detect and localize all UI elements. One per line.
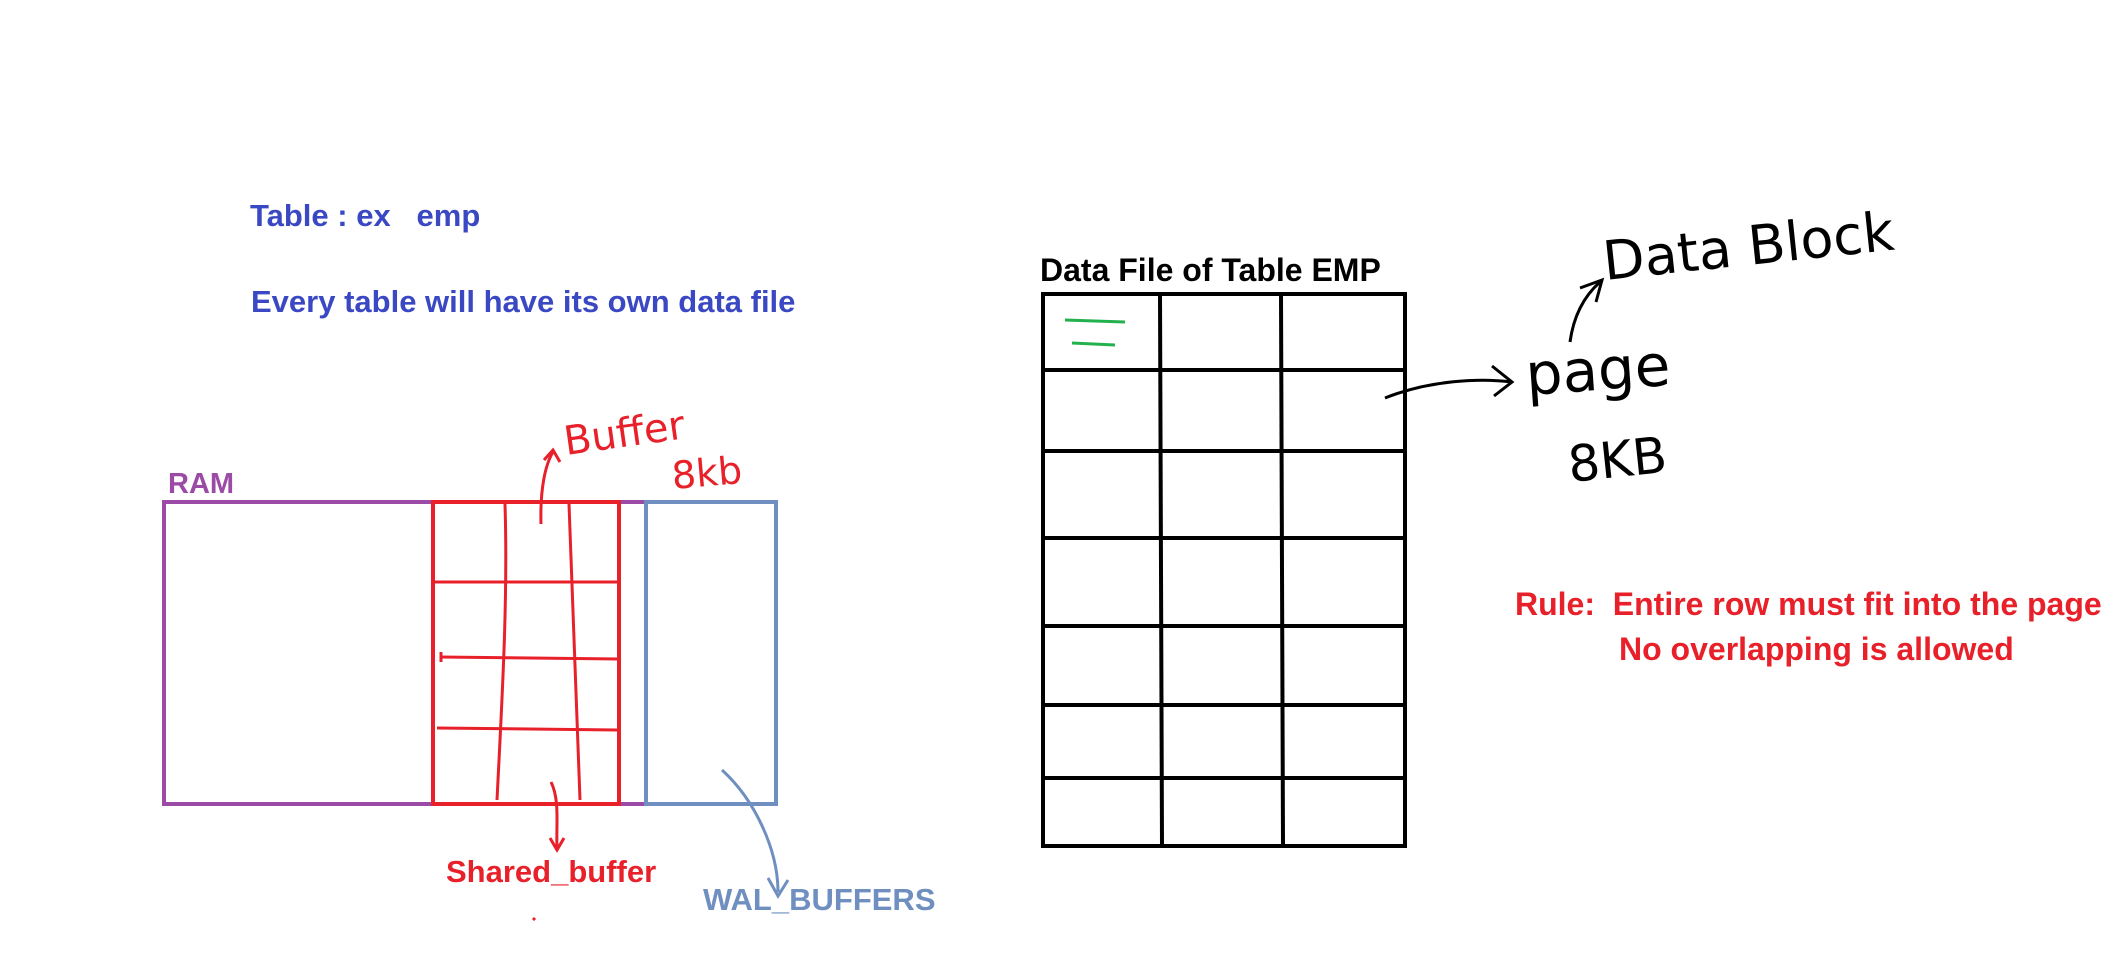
data-block-arrow	[1568, 277, 1605, 343]
buffer-arrow	[539, 447, 562, 525]
shared-buffer-arrow	[548, 781, 566, 853]
data-file-grid	[1041, 292, 1407, 848]
table-example-note: Table : ex emp	[250, 198, 480, 233]
wal-buffers-label: WAL_BUFFERS	[703, 882, 936, 917]
page-size-note: 8KB	[1565, 426, 1669, 494]
own-data-file-note: Every table will have its own data file	[251, 284, 795, 319]
page-note: page	[1523, 331, 1672, 409]
row-marks	[1064, 318, 1126, 347]
shared-buffer-grid	[431, 500, 621, 806]
shared-buffer-label: Shared_buffer	[446, 854, 656, 889]
data-file-title: Data File of Table EMP	[1040, 252, 1381, 288]
ram-label: RAM	[168, 468, 234, 500]
rule-line-2: No overlapping is allowed	[1619, 631, 2014, 667]
rule-line-1: Rule: Entire row must fit into the page	[1515, 586, 2102, 622]
wal-buffers-arrow	[720, 768, 790, 899]
page-arrow	[1384, 364, 1515, 400]
buffer-size-note: 8kb	[670, 448, 744, 498]
stray-mark	[531, 916, 537, 922]
data-block-note: Data Block	[1600, 200, 1898, 293]
wal-buffers-box	[644, 500, 778, 806]
